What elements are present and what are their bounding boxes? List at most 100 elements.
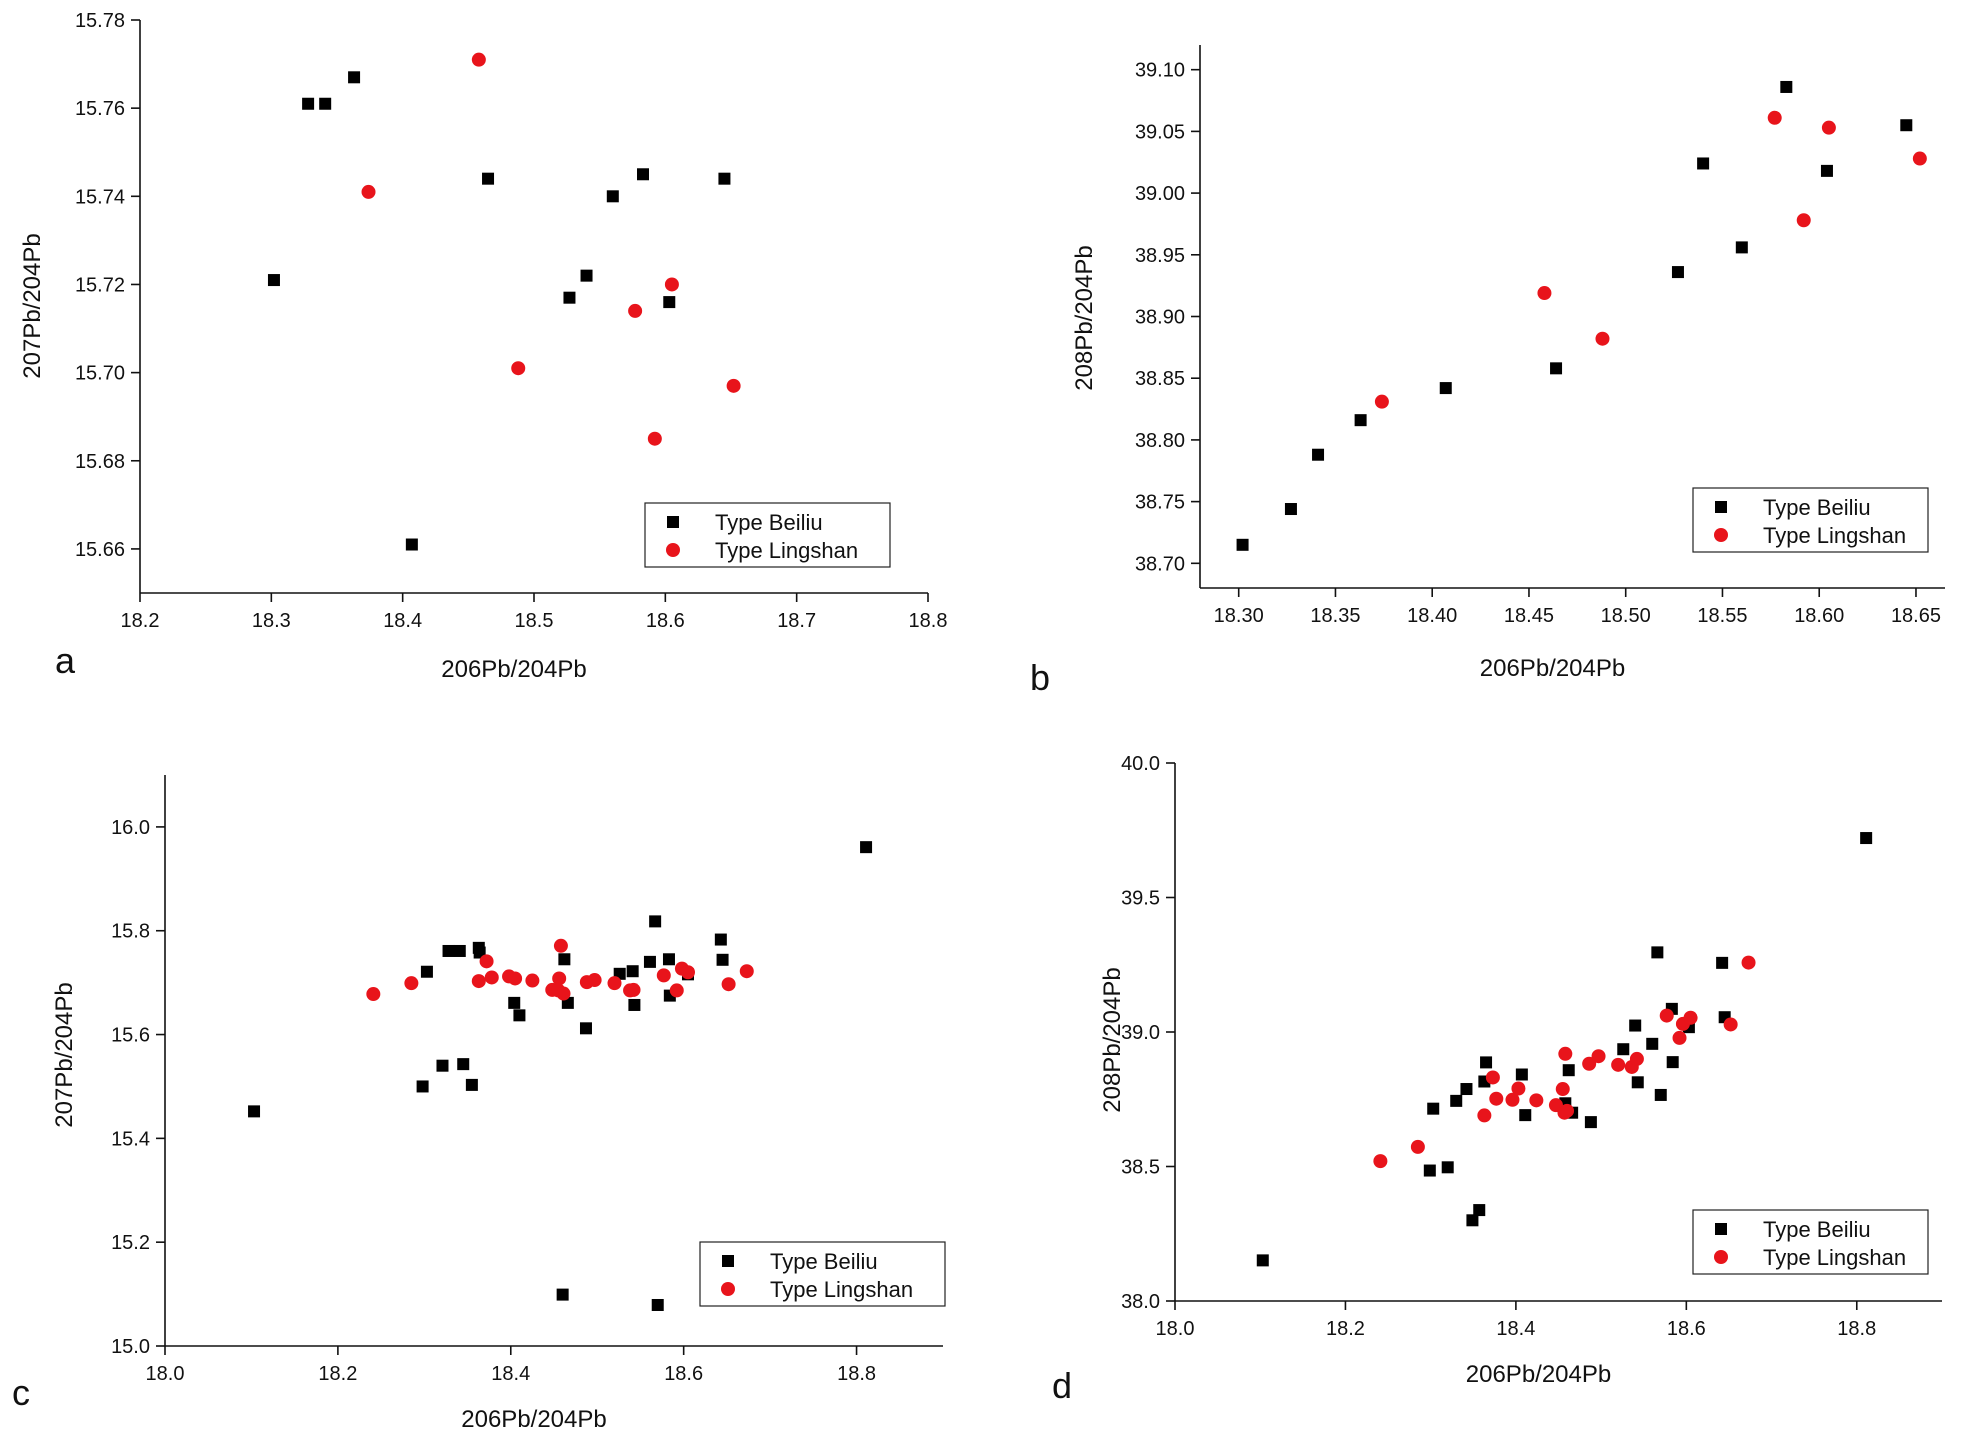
beiliu-point — [405, 538, 418, 551]
lingshan-point — [739, 964, 754, 979]
legend-beiliu-marker — [667, 516, 679, 528]
lingshan-point — [1410, 1139, 1425, 1154]
lingshan-point — [680, 965, 695, 980]
lingshan-point — [1477, 1108, 1492, 1123]
beiliu-point — [1716, 956, 1729, 969]
panel-letter: a — [55, 640, 76, 681]
beiliu-point — [649, 915, 662, 928]
lingshan-point — [656, 968, 671, 983]
lingshan-point — [361, 184, 376, 199]
lingshan-point — [508, 971, 523, 986]
lingshan-point — [484, 970, 499, 985]
beiliu-point — [508, 996, 521, 1009]
beiliu-point — [1900, 119, 1913, 132]
lingshan-point — [1485, 1070, 1500, 1085]
beiliu-point — [267, 274, 280, 287]
beiliu-point — [714, 933, 727, 946]
x-tick-label: 18.8 — [837, 1363, 876, 1385]
lingshan-point — [552, 971, 567, 986]
x-tick-label: 18.8 — [1837, 1318, 1876, 1340]
y-tick-label: 15.70 — [75, 363, 125, 385]
legend-beiliu-label: Type Beiliu — [715, 510, 823, 535]
lingshan-point — [607, 976, 622, 991]
legend-beiliu-label: Type Beiliu — [1763, 495, 1871, 520]
x-axis-title: 206Pb/204Pb — [1466, 1361, 1611, 1388]
beiliu-point — [319, 97, 332, 110]
beiliu-point — [1646, 1037, 1659, 1050]
lingshan-point — [1511, 1081, 1526, 1096]
beiliu-point — [716, 953, 729, 966]
beiliu-point — [643, 955, 656, 968]
beiliu-point — [1735, 241, 1748, 254]
beiliu-point — [436, 1059, 449, 1072]
beiliu-point — [580, 269, 593, 282]
beiliu-point — [1584, 1116, 1597, 1129]
x-tick-label: 18.60 — [1794, 605, 1844, 627]
beiliu-point — [1617, 1043, 1630, 1056]
beiliu-point — [718, 172, 731, 185]
x-tick-label: 18.2 — [1326, 1318, 1365, 1340]
legend-lingshan-label: Type Lingshan — [715, 538, 858, 563]
beiliu-point — [1666, 1056, 1679, 1069]
beiliu-point — [1550, 362, 1563, 375]
beiliu-point — [1629, 1019, 1642, 1032]
lingshan-point — [553, 938, 568, 953]
beiliu-point — [248, 1105, 261, 1118]
x-tick-label: 18.5 — [515, 610, 554, 632]
legend-lingshan-label: Type Lingshan — [770, 1277, 913, 1302]
beiliu-point — [1515, 1068, 1528, 1081]
lingshan-point — [664, 277, 679, 292]
x-tick-label: 18.6 — [664, 1363, 703, 1385]
x-tick-label: 18.55 — [1697, 605, 1747, 627]
lingshan-point — [669, 983, 684, 998]
beiliu-point — [1284, 503, 1297, 516]
x-tick-label: 18.40 — [1407, 605, 1457, 627]
legend-box — [699, 1241, 946, 1307]
beiliu-point — [1423, 1164, 1436, 1177]
x-tick-label: 18.2 — [121, 610, 160, 632]
beiliu-point — [628, 998, 641, 1011]
legend-box — [644, 502, 891, 568]
beiliu-point — [606, 190, 619, 203]
lingshan-point — [1373, 1154, 1388, 1169]
x-tick-label: 18.0 — [146, 1363, 185, 1385]
lingshan-point — [1595, 331, 1610, 346]
lingshan-point — [1796, 213, 1811, 228]
beiliu-point — [420, 965, 433, 978]
lingshan-point — [626, 982, 641, 997]
y-tick-label: 15.2 — [111, 1232, 150, 1254]
y-tick-label: 38.5 — [1121, 1157, 1160, 1179]
lingshan-point — [1374, 394, 1389, 409]
lingshan-point — [366, 987, 381, 1002]
beiliu-point — [1450, 1094, 1463, 1107]
beiliu-point — [1460, 1083, 1473, 1096]
beiliu-point — [662, 953, 675, 966]
beiliu-point — [1473, 1204, 1486, 1217]
legend-lingshan-marker — [1714, 1250, 1728, 1264]
legend-beiliu-label: Type Beiliu — [1763, 1217, 1871, 1242]
panel-letter: d — [1052, 1365, 1072, 1406]
panel-d: 18.0 18.2 18.4 18.6 18.8 38.0 38.5 39.0 39.5 40.0… — [1052, 753, 1942, 1406]
lingshan-point — [556, 986, 571, 1001]
beiliu-point — [558, 953, 571, 966]
beiliu-point — [482, 172, 495, 185]
beiliu-point — [465, 1078, 478, 1091]
x-axis-title: 206Pb/204Pb — [441, 656, 586, 683]
y-axis-title: 207Pb/204Pb — [19, 233, 46, 378]
x-tick-label: 18.45 — [1504, 605, 1554, 627]
y-tick-label: 39.5 — [1121, 888, 1160, 910]
y-tick-label: 15.78 — [75, 10, 125, 32]
y-tick-label: 38.0 — [1121, 1291, 1160, 1313]
lingshan-point — [511, 361, 526, 376]
lingshan-point — [404, 976, 419, 991]
legend-lingshan-marker — [1714, 528, 1728, 542]
beiliu-point — [457, 1058, 470, 1071]
legend-lingshan-label: Type Lingshan — [1763, 523, 1906, 548]
x-tick-label: 18.0 — [1156, 1318, 1195, 1340]
beiliu-point — [1427, 1102, 1440, 1115]
y-tick-label: 15.74 — [75, 186, 125, 208]
beiliu-point — [1236, 538, 1249, 551]
x-tick-label: 18.8 — [909, 610, 948, 632]
beiliu-point — [1519, 1109, 1532, 1122]
